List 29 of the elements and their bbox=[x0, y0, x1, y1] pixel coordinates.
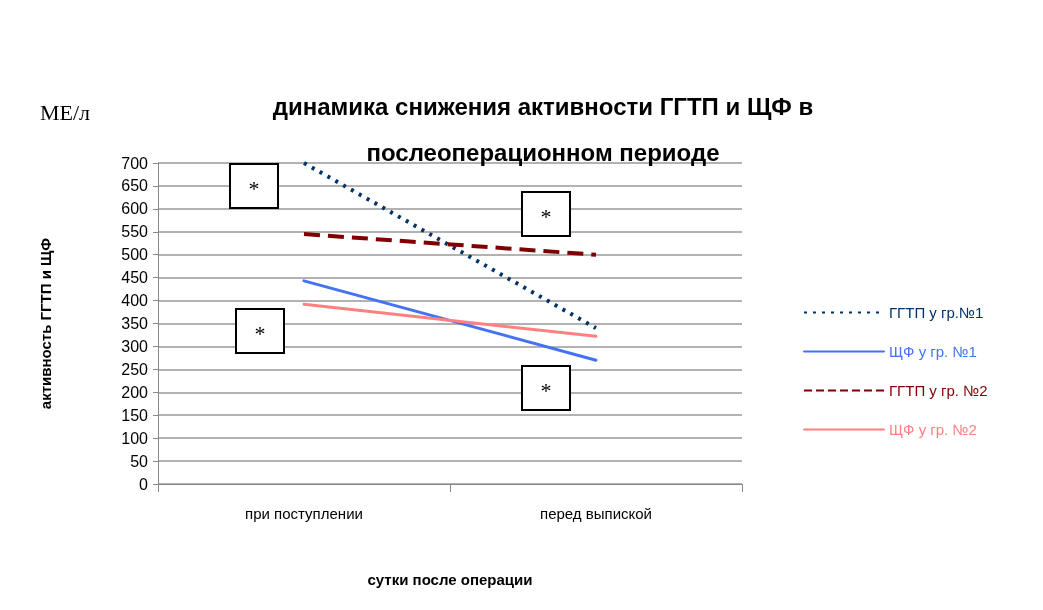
y-tick-label: 300 bbox=[121, 337, 149, 355]
text: ГГТП у гр.№1 bbox=[889, 304, 984, 321]
y-tick-label: 600 bbox=[121, 200, 149, 218]
y-tick-label: 650 bbox=[121, 177, 149, 195]
y-axis-title: активность ГГТП и ЩФ bbox=[37, 237, 54, 410]
annotation: * bbox=[248, 175, 260, 201]
text: ЩФ у гр. №1 bbox=[889, 343, 977, 360]
y-tick-label: 150 bbox=[121, 406, 149, 424]
x-tick-label: перед выпиской bbox=[540, 505, 652, 522]
annotation: * bbox=[254, 320, 266, 346]
x-tick-label: при поступлении bbox=[245, 505, 363, 522]
y-tick-label: 500 bbox=[121, 246, 149, 264]
annotation: * bbox=[540, 203, 552, 229]
y-tick-label: 700 bbox=[121, 154, 149, 172]
y-tick-label: 100 bbox=[121, 429, 149, 447]
y-tick-label: 200 bbox=[121, 383, 149, 401]
x-axis-title: сутки после операции bbox=[367, 571, 533, 588]
annotation: * bbox=[540, 377, 552, 403]
y-tick-label: 0 bbox=[139, 475, 149, 493]
y-tick-label: 400 bbox=[121, 292, 149, 310]
y-tick-label: 550 bbox=[121, 223, 149, 241]
text: ГГТП у гр. №2 bbox=[889, 382, 988, 399]
text: МЕ/л bbox=[40, 99, 91, 125]
y-tick-label: 350 bbox=[121, 315, 149, 332]
chart-title: динамика снижения активности ГГТП и ЩФ в послеоперационном периоде bbox=[272, 92, 814, 166]
y-tick-label: 450 bbox=[121, 269, 149, 287]
text: ЩФ у гр. №2 bbox=[889, 421, 977, 438]
y-tick-label: 250 bbox=[121, 360, 149, 378]
y-tick-label: 50 bbox=[130, 452, 149, 470]
